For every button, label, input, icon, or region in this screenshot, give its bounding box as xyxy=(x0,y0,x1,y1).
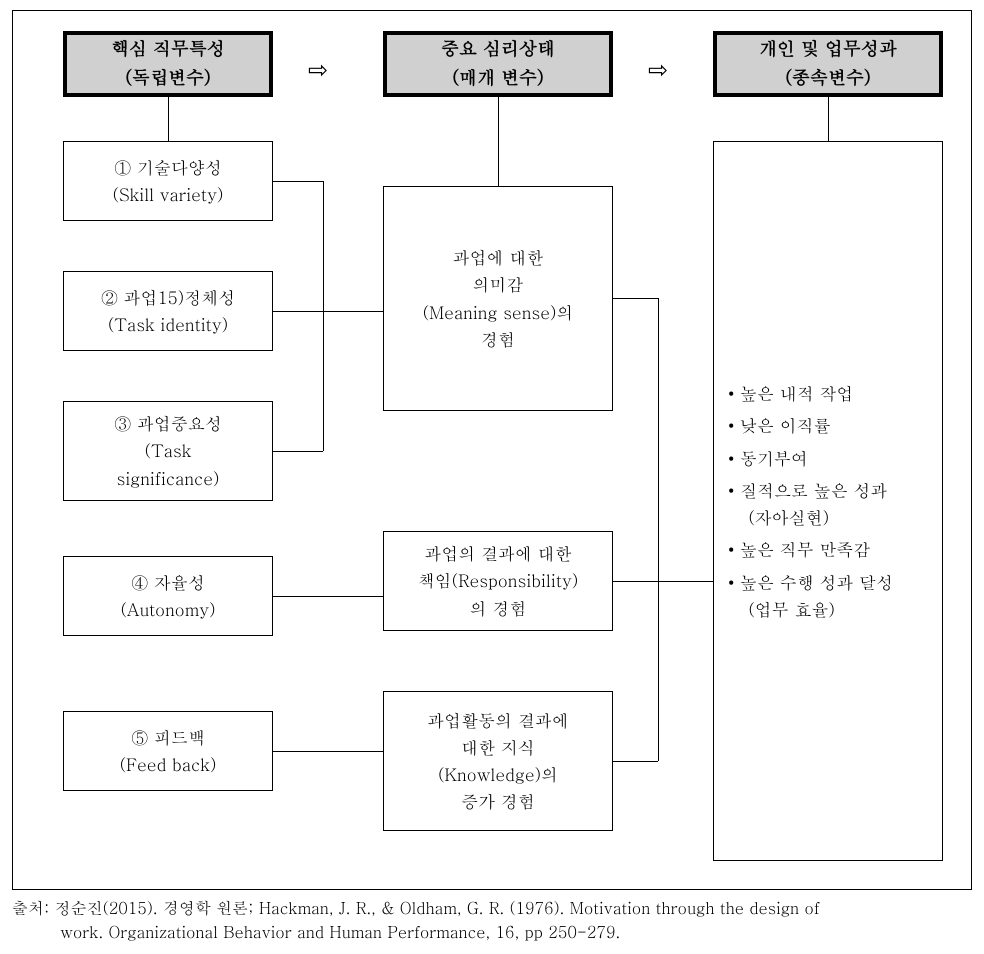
outcome-item: (자아실현) xyxy=(728,501,928,533)
connector-line xyxy=(273,596,383,597)
header-col1-line2: (독립변수) xyxy=(125,64,211,93)
outcome-item: 높은 직무 만족감 xyxy=(728,533,928,565)
connector-line xyxy=(323,181,324,451)
connector-line xyxy=(273,311,383,312)
connector-line xyxy=(613,761,658,762)
item-label: ④ 자율성 xyxy=(131,569,205,596)
diagram-frame: 핵심 직무특성 (독립변수) 중요 심리상태 (매개 변수) 개인 및 업무성과… xyxy=(12,10,972,890)
outcome-item: (업무 효율) xyxy=(728,593,928,625)
connector-line xyxy=(273,751,383,752)
outcome-item: 낮은 이직률 xyxy=(728,409,928,441)
item-sub: (Autonomy) xyxy=(121,596,216,623)
connector-line xyxy=(658,298,659,761)
item-label: ① 기술다양성 xyxy=(114,154,222,181)
item-sub: significance) xyxy=(117,465,220,492)
item-label: ③ 과업중요성 xyxy=(114,410,222,437)
arrow-icon: ⇨ xyxy=(308,51,328,85)
item-label: ② 과업15)정체성 xyxy=(101,284,235,311)
col1-item-5: ⑤ 피드백 (Feed back) xyxy=(63,711,273,791)
text-line: 과업에 대한 xyxy=(453,244,544,271)
text-line: 대한 지식 xyxy=(461,734,535,761)
citation: 출처: 정순진(2015). 경영학 원론; Hackman, J. R., &… xyxy=(12,896,972,944)
text-line: 의 경험 xyxy=(470,595,527,622)
text-line: 경험 xyxy=(481,326,515,353)
header-col3: 개인 및 업무성과 (종속변수) xyxy=(713,31,943,97)
header-col1: 핵심 직무특성 (독립변수) xyxy=(63,31,273,97)
connector-line xyxy=(168,97,169,141)
header-col3-line1: 개인 및 업무성과 xyxy=(759,35,897,64)
arrow-icon: ⇨ xyxy=(648,51,668,85)
item-sub: (Task identity) xyxy=(108,311,228,338)
connector-line xyxy=(613,298,658,299)
outcome-item: 동기부여 xyxy=(728,442,928,474)
text-line: (Meaning sense)의 xyxy=(423,299,574,326)
col2-item-2: 과업의 결과에 대한 책임(Responsibility) 의 경험 xyxy=(383,531,613,631)
col2-item-3: 과업활동의 결과에 대한 지식 (Knowledge)의 증가 경험 xyxy=(383,691,613,831)
connector-line xyxy=(273,451,323,452)
col1-item-2: ② 과업15)정체성 (Task identity) xyxy=(63,271,273,351)
header-col2-line1: 중요 심리상태 xyxy=(441,35,555,64)
text-line: 책임(Responsibility) xyxy=(418,567,579,594)
header-col2-line2: (매개 변수) xyxy=(452,64,544,93)
item-sub: (Task xyxy=(145,437,192,464)
text-line: 증가 경험 xyxy=(461,788,535,815)
col1-item-3: ③ 과업중요성 (Task significance) xyxy=(63,401,273,501)
col3-outcomes: 높은 내적 작업낮은 이직률동기부여질적으로 높은 성과(자아실현)높은 직무 … xyxy=(713,141,943,861)
header-col3-line2: (종속변수) xyxy=(785,64,871,93)
text-line: (Knowledge)의 xyxy=(438,761,558,788)
citation-line1: 출처: 정순진(2015). 경영학 원론; Hackman, J. R., &… xyxy=(12,896,972,920)
header-col2: 중요 심리상태 (매개 변수) xyxy=(383,31,613,97)
text-line: 과업활동의 결과에 xyxy=(427,707,569,734)
col1-item-4: ④ 자율성 (Autonomy) xyxy=(63,556,273,636)
citation-line2: work. Organizational Behavior and Human … xyxy=(12,920,972,944)
col1-item-1: ① 기술다양성 (Skill variety) xyxy=(63,141,273,221)
connector-line xyxy=(613,581,713,582)
item-sub: (Skill variety) xyxy=(113,181,224,208)
item-label: ⑤ 피드백 xyxy=(131,724,205,751)
header-col1-line1: 핵심 직무특성 xyxy=(111,35,225,64)
outcomes-list: 높은 내적 작업낮은 이직률동기부여질적으로 높은 성과(자아실현)높은 직무 … xyxy=(728,377,928,625)
col2-item-1: 과업에 대한 의미감 (Meaning sense)의 경험 xyxy=(383,186,613,411)
item-sub: (Feed back) xyxy=(120,751,217,778)
text-line: 의미감 xyxy=(473,271,524,298)
text-line: 과업의 결과에 대한 xyxy=(424,540,571,567)
connector-line xyxy=(498,97,499,186)
connector-line xyxy=(828,97,829,141)
connector-line xyxy=(273,181,323,182)
outcome-item: 높은 내적 작업 xyxy=(728,377,928,409)
